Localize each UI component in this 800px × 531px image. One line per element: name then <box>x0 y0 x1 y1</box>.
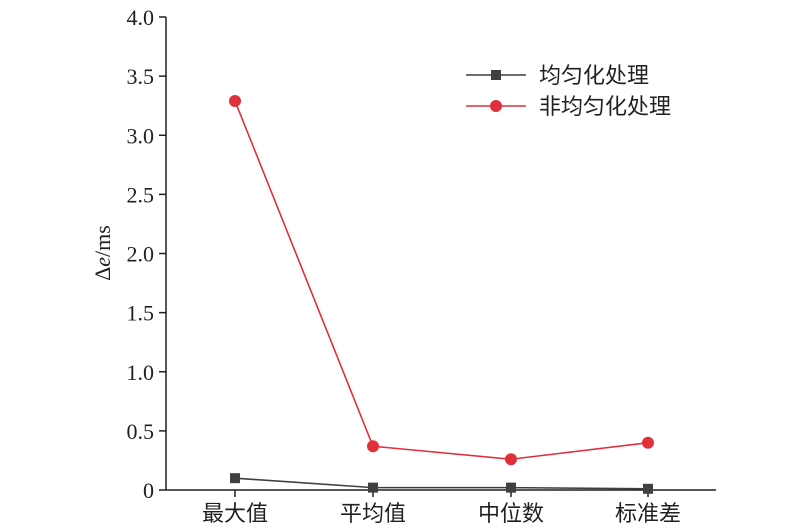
legend: 均匀化处理 非均匀化处理 <box>466 64 671 120</box>
x-category-label: 平均值 <box>340 502 406 527</box>
y-tick-label: 2.5 <box>127 182 155 207</box>
data-point-circle <box>229 94 241 107</box>
y-tick-label: 1.0 <box>127 360 155 385</box>
data-point-circle <box>367 440 379 453</box>
legend-label-non-homogenized: 非均匀化处理 <box>539 95 671 120</box>
x-category-label: 最大值 <box>202 502 268 527</box>
data-point-square <box>643 483 653 494</box>
legend-entry-non-homogenized: 非均匀化处理 <box>466 95 671 120</box>
y-ticks: 0 0.5 1.0 1.5 2.0 2.5 3.0 3.5 4.0 <box>127 5 166 503</box>
y-tick-label: 4.0 <box>127 5 155 30</box>
series-layer <box>229 94 654 494</box>
series-line-0 <box>234 477 649 490</box>
y-tick-label: 3.0 <box>127 123 155 148</box>
x-category-label: 标准差 <box>615 502 681 527</box>
legend-marker-circle <box>490 100 502 112</box>
y-axis-label-prefix: Δ <box>90 267 115 281</box>
data-point-circle <box>642 436 654 449</box>
y-tick-label: 0.5 <box>127 419 155 444</box>
y-axis-label: Δe/ms <box>90 225 115 281</box>
series-line-1 <box>234 100 649 461</box>
legend-label-homogenized: 均匀化处理 <box>539 64 649 89</box>
legend-entry-homogenized: 均匀化处理 <box>466 64 649 89</box>
data-point-square <box>368 482 378 493</box>
y-axis-label-suffix: /ms <box>90 225 115 257</box>
y-tick-label: 3.5 <box>127 64 155 89</box>
data-point-square <box>230 473 240 484</box>
data-point-square <box>506 482 516 493</box>
x-ticks: 最大值 平均值 中位数 标准差 <box>202 490 681 527</box>
x-category-label: 中位数 <box>478 502 544 527</box>
data-point-circle <box>505 453 517 466</box>
y-tick-label: 1.5 <box>127 301 155 326</box>
y-tick-label: 2.0 <box>127 242 155 267</box>
y-axis-label-italic: e <box>90 257 115 267</box>
y-tick-label: 0 <box>143 478 154 503</box>
legend-marker-square <box>491 70 501 80</box>
